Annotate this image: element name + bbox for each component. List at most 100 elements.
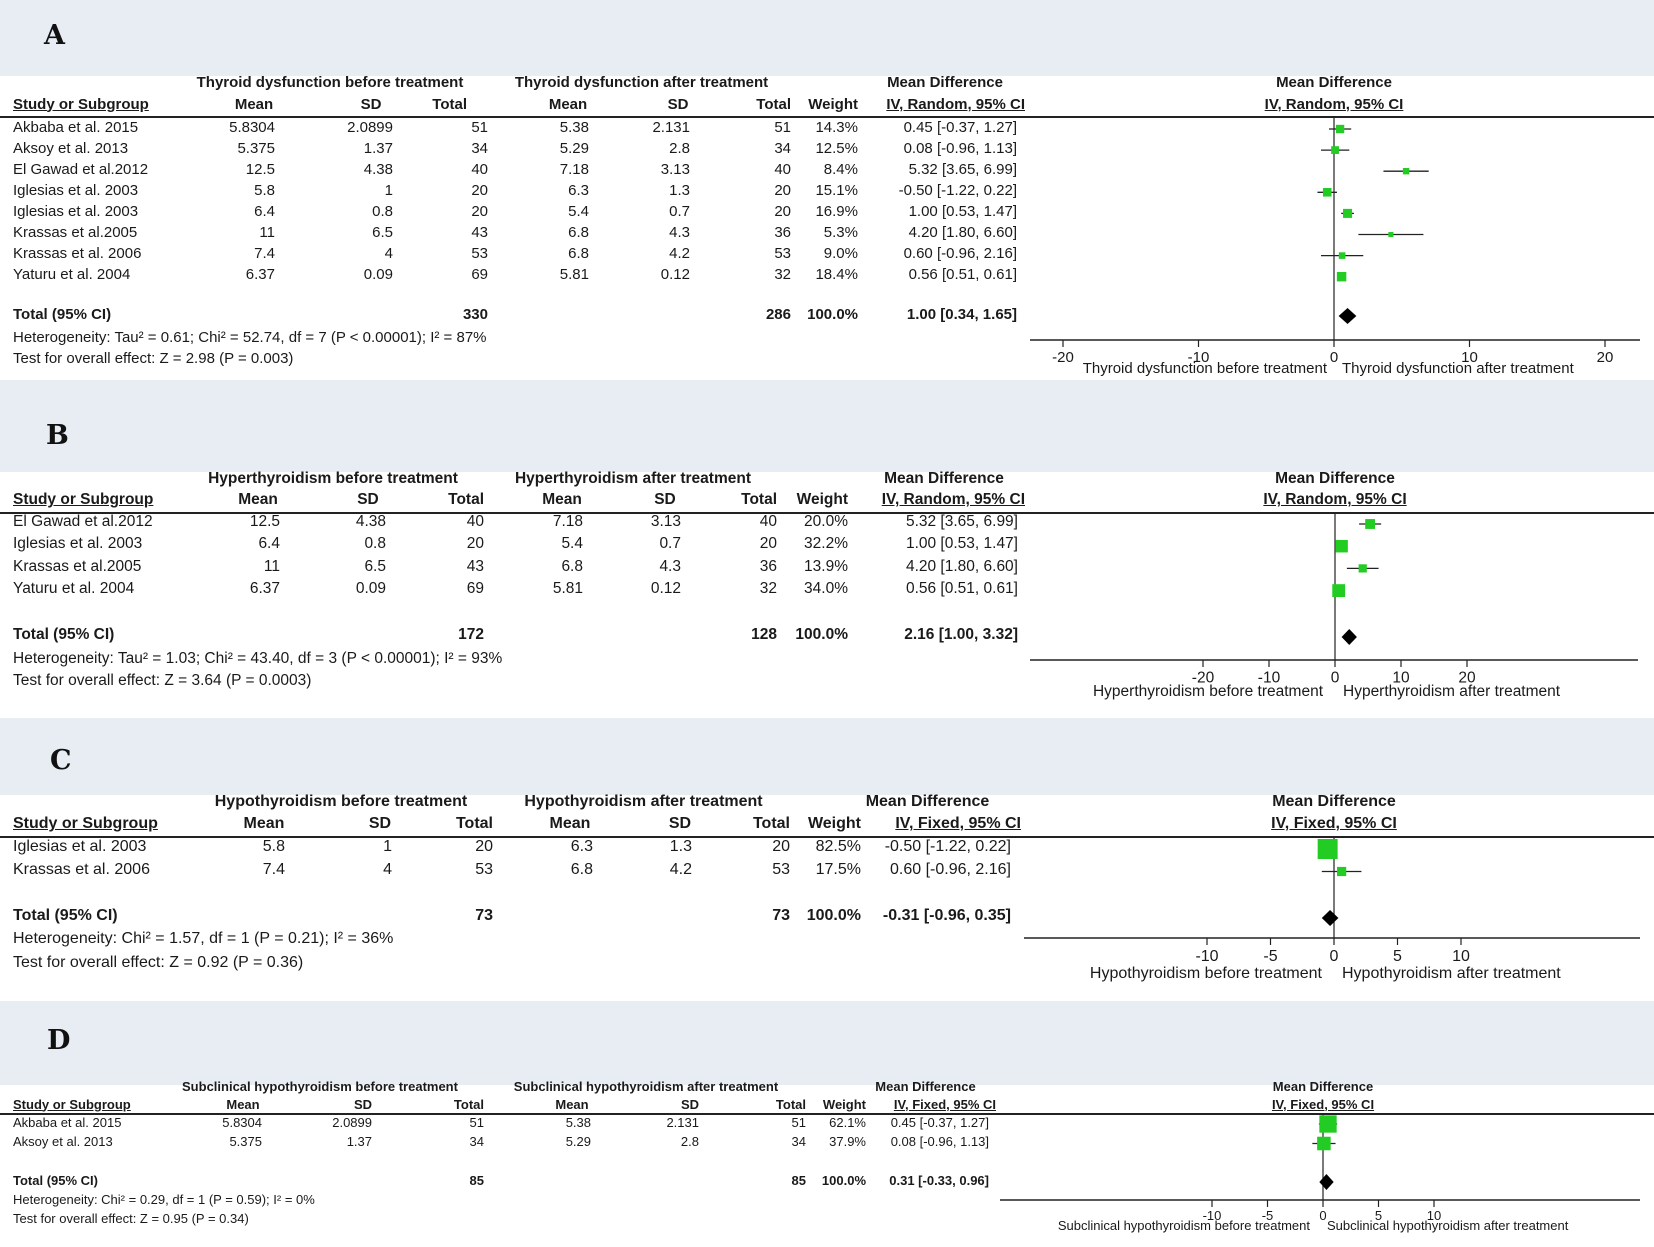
weight: 20.0% [804, 513, 848, 531]
heterogeneity-text: Heterogeneity: Tau² = 0.61; Chi² = 52.74… [13, 328, 487, 346]
mean-after: 5.4 [561, 535, 583, 553]
sd-after: 4.3 [669, 224, 690, 241]
total-before: 20 [471, 202, 488, 220]
effect-ci: 0.60 [-0.96, 2.16] [890, 860, 1011, 878]
tick-label: -10 [1203, 1208, 1222, 1223]
study-name: Krassas et al. 2006 [13, 860, 150, 878]
weight: 37.9% [829, 1134, 866, 1149]
group-after-header: Hypothyroidism after treatment [524, 793, 763, 810]
total-before: 43 [471, 224, 488, 241]
panel-label: B [46, 420, 69, 451]
total-before: 20 [471, 181, 488, 199]
col-mean-before: Mean [234, 95, 274, 113]
mean-after: 6.3 [570, 838, 593, 855]
total-after: 20 [759, 535, 777, 553]
mean-before: 6.37 [245, 266, 275, 284]
total-before: 34 [471, 139, 488, 157]
favours-left-label: Thyroid dysfunction before treatment [1083, 360, 1328, 377]
weight: 18.4% [815, 266, 858, 284]
sd-after: 4.2 [669, 245, 690, 263]
sd-before: 1 [383, 838, 392, 855]
table-header-line [0, 116, 1654, 118]
total-after: 53 [772, 860, 790, 878]
col-total-after: Total [752, 815, 790, 832]
col-method: IV, Fixed, 95% CI [893, 1096, 996, 1112]
col-mean-after: Mean [549, 815, 591, 832]
col-mean-after: Mean [548, 95, 588, 113]
tick-label: -20 [1192, 670, 1215, 687]
study-name: Iglesias et al. 2003 [13, 202, 139, 220]
effect-title: Mean Difference [887, 73, 1003, 91]
tick-label: -5 [1263, 948, 1277, 965]
total-before: 53 [475, 860, 493, 878]
sd-after: 4.2 [669, 860, 692, 878]
study-name: Yaturu et al. 2004 [13, 579, 135, 597]
total-before: 40 [471, 160, 488, 178]
total-ci: 1.00 [0.34, 1.65] [906, 305, 1017, 323]
mean-before: 6.4 [254, 202, 275, 220]
total-label: Total (95% CI) [13, 907, 118, 924]
favours-right-label: Hypothyroidism after treatment [1342, 965, 1561, 982]
mean-before: 11 [259, 224, 275, 241]
summary-diamond [1338, 308, 1357, 324]
total-after: 20 [772, 838, 790, 855]
study-marker [1332, 584, 1346, 598]
total-n-before: 73 [475, 907, 493, 924]
total-after: 51 [791, 1114, 806, 1130]
sd-after: 3.13 [660, 160, 690, 178]
tick-label: 5 [1375, 1208, 1382, 1223]
mean-before: 5.8304 [229, 118, 275, 136]
sd-before: 4 [384, 245, 393, 263]
total-n-after: 128 [751, 626, 777, 644]
plot-effect-method: IV, Fixed, 95% CI [1271, 815, 1397, 832]
effect-ci: 0.56 [0.51, 0.61] [908, 266, 1017, 284]
col-total-before: Total [455, 815, 493, 832]
study-marker [1317, 1136, 1331, 1151]
sd-before: 6.5 [372, 224, 393, 241]
study-marker [1331, 146, 1339, 154]
weight: 15.1% [815, 181, 858, 199]
total-ci: 2.16 [1.00, 3.32] [904, 626, 1018, 644]
total-after: 34 [774, 139, 791, 157]
total-n-after: 73 [772, 907, 790, 924]
mean-before: 6.37 [249, 579, 280, 597]
study-name: Aksoy et al. 2013 [13, 139, 129, 157]
plot-effect-title: Mean Difference [1275, 470, 1395, 488]
total-before: 34 [469, 1134, 484, 1149]
total-before: 53 [471, 245, 488, 263]
tick-label: 10 [1452, 948, 1470, 965]
sd-after: 0.7 [669, 202, 690, 220]
total-label: Total (95% CI) [13, 1172, 98, 1188]
total-label: Total (95% CI) [13, 305, 112, 323]
mean-after: 5.81 [552, 579, 583, 597]
tick-label: -10 [1188, 349, 1210, 366]
summary-diamond [1341, 629, 1357, 645]
total-after: 20 [774, 181, 791, 199]
study-name: Akbaba et al. 2015 [13, 1114, 122, 1130]
study-marker [1365, 519, 1376, 529]
overall-effect-text: Test for overall effect: Z = 0.95 (P = 0… [13, 1210, 249, 1226]
tick-label: 5 [1393, 948, 1402, 965]
total-after: 36 [774, 224, 791, 241]
sd-before: 0.8 [364, 535, 386, 553]
study-marker [1335, 124, 1345, 134]
total-after: 40 [759, 513, 777, 531]
study-marker [1358, 564, 1367, 573]
col-method: IV, Random, 95% CI [881, 491, 1025, 509]
favours-left-label: Hyperthyroidism before treatment [1093, 683, 1324, 700]
mean-after: 6.8 [561, 557, 583, 575]
study-marker [1337, 866, 1347, 877]
tick-label: -20 [1052, 349, 1074, 366]
plot-effect-title: Mean Difference [1272, 1078, 1374, 1094]
sd-after: 2.8 [669, 139, 690, 157]
study-name: Iglesias et al. 2003 [13, 535, 143, 553]
study-marker [1336, 271, 1347, 282]
total-after: 32 [759, 579, 777, 597]
effect-ci: 0.08 [-0.96, 1.13] [903, 139, 1017, 157]
panel-label: C [50, 745, 72, 776]
col-mean-before: Mean [238, 491, 278, 509]
weight: 9.0% [823, 245, 858, 263]
group-before-header: Subclinical hypothyroidism before treatm… [182, 1078, 458, 1094]
